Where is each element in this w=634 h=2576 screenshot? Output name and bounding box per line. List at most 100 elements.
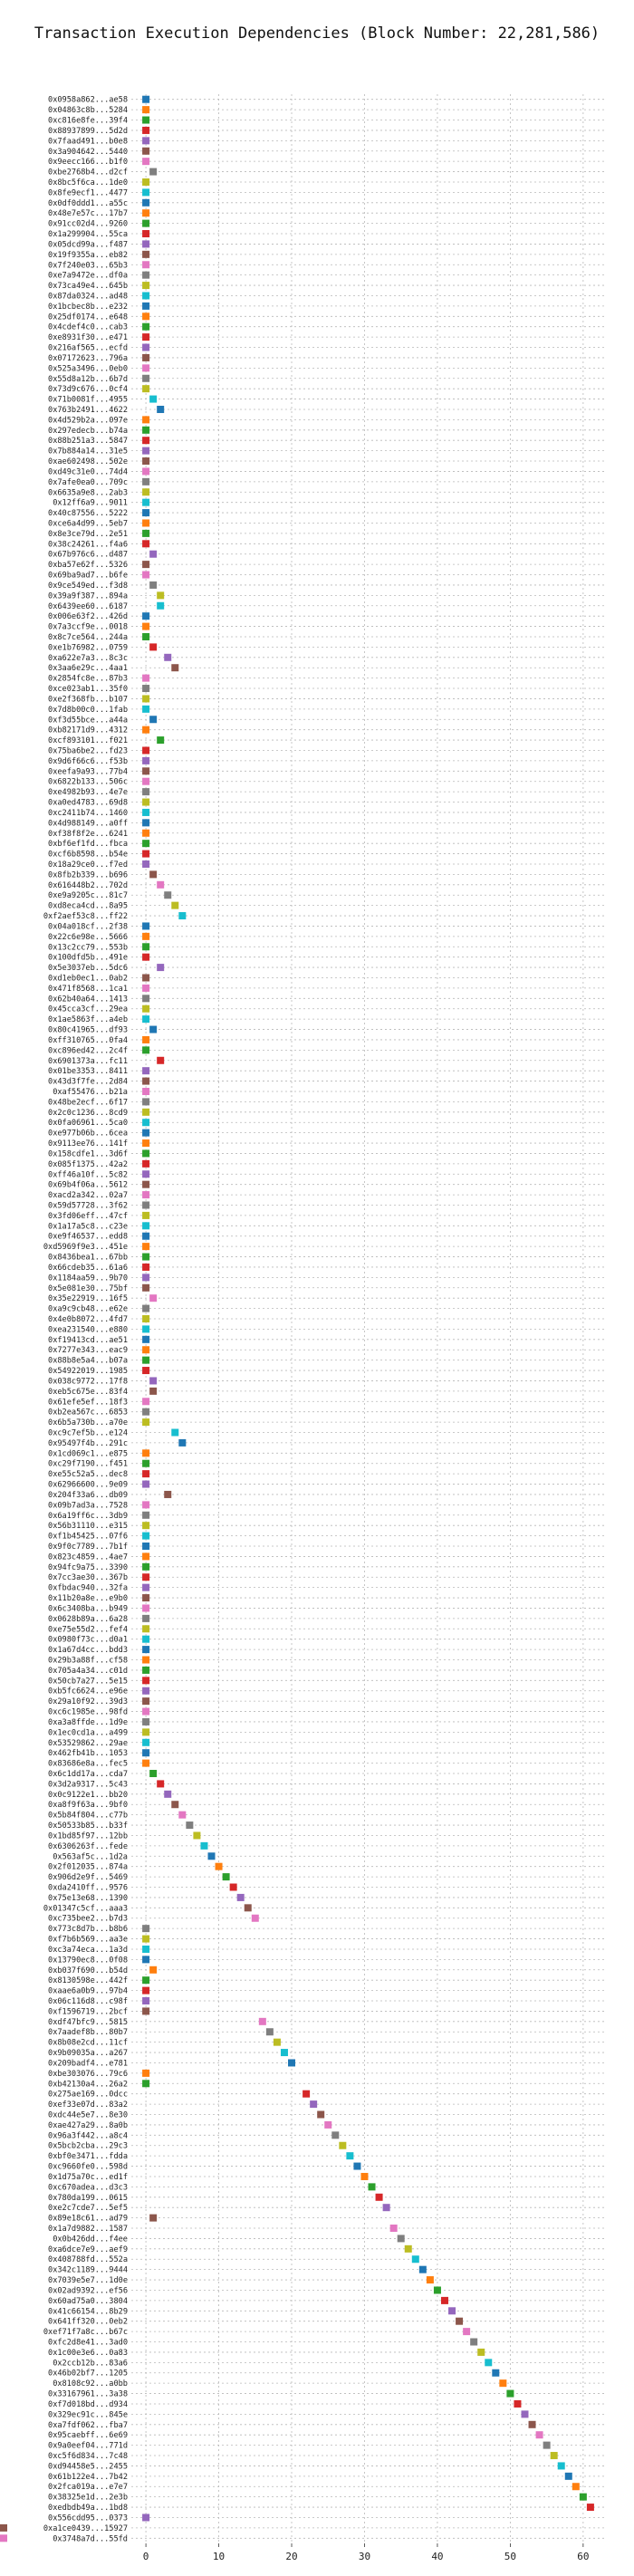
- data-point: [142, 1976, 150, 1985]
- data-point: [142, 840, 150, 848]
- data-point: [142, 540, 150, 548]
- transaction-label: 0x46b02bf7...1205: [48, 2369, 128, 2379]
- transaction-label: 0x563af5c...1d2a: [53, 1852, 128, 1861]
- transaction-label: 0x80c41965...df93: [48, 1026, 128, 1035]
- transaction-label: 0xc896ed42...2c4f: [48, 1046, 128, 1055]
- transaction-label: 0xaf55476...b21a: [53, 1088, 128, 1097]
- transaction-label: 0x7afe0ea0...709c: [48, 478, 128, 487]
- data-point: [389, 2225, 398, 2233]
- data-point: [157, 736, 165, 745]
- transaction-label: 0x95caebff...6e69: [48, 2431, 128, 2440]
- transaction-label: 0xe1b76982...0759: [48, 643, 128, 652]
- transaction-label: 0xe4982b93...4e7e: [48, 788, 128, 797]
- data-point: [142, 1480, 150, 1488]
- transaction-label: 0xb82171d9...4312: [48, 726, 128, 735]
- data-point: [142, 1945, 150, 1953]
- transaction-label: 0x95497f4b...291c: [48, 1439, 128, 1448]
- data-point: [142, 1925, 150, 1933]
- data-point: [142, 1418, 150, 1427]
- data-point: [142, 1170, 150, 1178]
- data-point: [142, 1149, 150, 1158]
- transaction-label: 0xc816e8fe...39f4: [48, 117, 128, 126]
- data-point: [142, 756, 150, 764]
- transaction-label: 0xe9f46537...edd8: [48, 1233, 128, 1242]
- transaction-label: 0xa9c9cb48...e62e: [48, 1305, 128, 1314]
- data-point: [142, 1759, 150, 1767]
- data-point: [572, 2483, 580, 2491]
- transaction-label: 0x04a018cf...2f38: [48, 922, 128, 931]
- x-tick-label: 0: [143, 2551, 149, 2562]
- data-point: [142, 1274, 150, 1282]
- data-point: [142, 198, 150, 207]
- data-point: [448, 2307, 456, 2315]
- transaction-label: 0x88937899...5d2d: [48, 127, 128, 136]
- data-point: [142, 1139, 150, 1148]
- data-point: [200, 1841, 208, 1850]
- transaction-label: 0x5bcb2cba...29c3: [48, 2142, 128, 2151]
- data-point: [142, 1356, 150, 1364]
- transaction-label: 0x09b7ad3a...7528: [48, 1501, 128, 1510]
- transaction-label: 0x1ec0cd1a...a499: [48, 1728, 128, 1737]
- transaction-label: 0x780da199...0615: [48, 2194, 128, 2203]
- data-point: [142, 1004, 150, 1013]
- transaction-label: 0xa8f9f63a...9bf0: [48, 1801, 128, 1810]
- data-point: [142, 1159, 150, 1168]
- data-point: [157, 1056, 165, 1064]
- transaction-label: 0x705a4a34...c01d: [48, 1667, 128, 1676]
- transaction-label: 0x45cca3cf...29ea: [48, 1005, 128, 1014]
- data-point: [142, 943, 150, 951]
- transaction-label: 0x9ce549ed...f3d8: [48, 582, 128, 591]
- transaction-label: 0x0958a862...ae58: [48, 96, 128, 105]
- data-point: [142, 250, 150, 258]
- data-point: [485, 2359, 493, 2367]
- transaction-label: 0xf1b45425...07f6: [48, 1533, 128, 1542]
- transaction-label: 0x05dcd99a...f487: [48, 240, 128, 249]
- transaction-label: 0x8436bea1...67bb: [48, 1254, 128, 1263]
- transaction-label: 0x55d8a12b...6b7d: [48, 375, 128, 384]
- data-point: [142, 95, 150, 103]
- transaction-label: 0x83686e8a...fec5: [48, 1760, 128, 1769]
- data-point: [142, 1666, 150, 1674]
- transaction-label: 0x19f9355a...eb82: [48, 251, 128, 260]
- transaction-label: 0xef33e07d...83a2: [48, 2100, 128, 2110]
- data-point: [142, 1180, 150, 1188]
- transaction-label: 0xdc44e5e7...8e30: [48, 2111, 128, 2120]
- grid-lines: [131, 94, 605, 2543]
- transaction-label: 0x158cdfe1...3d6f: [48, 1149, 128, 1158]
- transaction-label: 0x43d3f7fe...2d84: [48, 1078, 128, 1087]
- data-point: [142, 137, 150, 145]
- data-point: [149, 1025, 158, 1033]
- data-point: [149, 395, 158, 403]
- transaction-label: 0xc3a74eca...1a3d: [48, 1946, 128, 1955]
- transaction-label: 0x56b31110...e315: [48, 1522, 128, 1531]
- transaction-label: 0x7039e5e7...1d0e: [48, 2276, 128, 2285]
- transaction-label: 0xef71f7a8c...b67c: [43, 2328, 128, 2337]
- data-point: [171, 901, 179, 909]
- data-point: [280, 2049, 288, 2057]
- transaction-label: 0x01347c5cf...aaa3: [43, 1904, 128, 1913]
- transaction-label: 0x1184aa59...9b70: [48, 1274, 128, 1283]
- transaction-label: 0x6306263f...fede: [48, 1842, 128, 1851]
- data-point: [142, 1552, 150, 1561]
- transaction-label: 0xce6a4d99...5eb7: [48, 519, 128, 528]
- transaction-label: 0x1d75a70c...ed1f: [48, 2173, 128, 2182]
- data-point: [142, 1646, 150, 1654]
- transaction-label: 0xff46a10f...5c82: [48, 1170, 128, 1179]
- transaction-label: 0x3a904642...5440: [48, 148, 128, 157]
- transaction-label: 0xe9a9205c...81c7: [48, 891, 128, 900]
- x-axis: 0 10 20 30 40 50 60: [143, 2543, 589, 2562]
- data-point: [477, 2348, 485, 2356]
- transaction-label: 0x100dfd5b...491e: [48, 954, 128, 963]
- data-point: [142, 261, 150, 269]
- transaction-label: 0x006e63f2...426d: [48, 612, 128, 621]
- transaction-label: 0xc2411b74...1460: [48, 809, 128, 818]
- transaction-label: 0xc6c1985e...98fd: [48, 1708, 128, 1717]
- data-point: [142, 1522, 150, 1530]
- data-point: [368, 2183, 376, 2191]
- data-point: [157, 405, 165, 413]
- data-point: [346, 2152, 354, 2160]
- transaction-label: 0x66cdeb35...61a6: [48, 1264, 128, 1273]
- x-tick-label: 10: [213, 2551, 225, 2562]
- data-point: [142, 519, 150, 527]
- data-point: [164, 1490, 172, 1498]
